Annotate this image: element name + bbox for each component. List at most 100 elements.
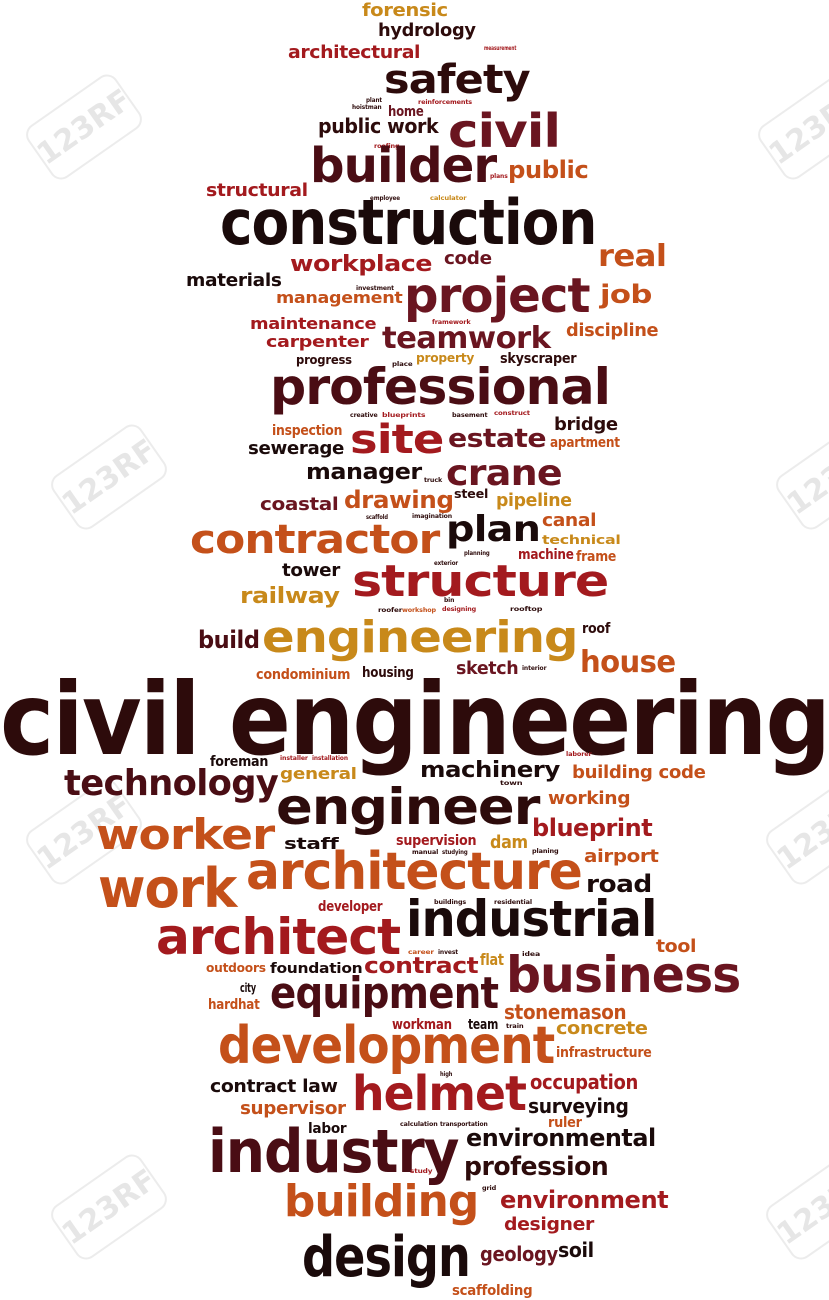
word-flat: flat <box>480 950 504 969</box>
word-scaffold: scaffold <box>366 514 388 521</box>
word-developer: developer <box>318 899 383 915</box>
word-installer: installer <box>280 755 308 762</box>
word-idea: idea <box>522 951 541 958</box>
word-workplace: workplace <box>290 252 433 277</box>
word-public-work: public work <box>318 114 439 138</box>
word-plant: plant <box>366 97 382 104</box>
word-housing: housing <box>362 665 414 681</box>
word-steel: steel <box>454 487 489 501</box>
word-dam: dam <box>490 832 528 853</box>
word-installation: installation <box>312 755 348 762</box>
word-general: general <box>280 764 357 783</box>
watermark-logo-2: 123RF <box>753 69 829 185</box>
watermark-logo-8: 123RF <box>761 1149 829 1265</box>
word-supervision: supervision <box>396 833 477 849</box>
word-employee: employee <box>370 195 400 202</box>
watermark-logo-4: 123RF <box>771 419 829 535</box>
watermark-logo-7: 123RF <box>46 1149 172 1265</box>
word-building: building <box>284 1176 479 1227</box>
word-designing: designing <box>442 606 477 613</box>
title-civil-engineering: civil engineering <box>0 661 829 778</box>
word-city: city <box>240 981 256 995</box>
word-railway: railway <box>240 584 340 609</box>
word-industrial: industrial <box>406 890 658 948</box>
word-real: real <box>598 239 667 274</box>
word-grid: grid <box>482 1185 497 1192</box>
word-helmet: helmet <box>352 1066 527 1122</box>
word-surveying: surveying <box>528 1094 629 1118</box>
word-home: home <box>388 104 424 120</box>
word-development: development <box>218 1016 555 1076</box>
word-scaffolding: scaffolding <box>452 1283 533 1299</box>
word-planing: planing <box>532 848 559 855</box>
word-team: team <box>468 1017 499 1033</box>
word-road: road <box>586 870 652 898</box>
word-environment: environment <box>500 1186 669 1214</box>
word-planning: planning <box>464 550 490 557</box>
word-transportation: transportation <box>440 1121 488 1128</box>
word-sewerage: sewerage <box>248 438 345 459</box>
word-infrastructure: infrastructure <box>556 1045 652 1061</box>
word-contractor: contractor <box>190 517 440 563</box>
word-designer: designer <box>504 1214 594 1235</box>
word-occupation: occupation <box>530 1070 638 1094</box>
word-materials: materials <box>186 270 282 291</box>
word-roofer: roofer <box>378 607 403 614</box>
word-architect: architect <box>156 908 401 966</box>
word-design: design <box>302 1225 471 1290</box>
word-skyscraper: skyscraper <box>500 351 577 367</box>
word-staff: staff <box>284 834 339 853</box>
word-property: property <box>416 351 475 365</box>
word-industry: industry <box>208 1117 459 1187</box>
word-apartment: apartment <box>550 435 620 451</box>
word-progress: progress <box>296 353 352 367</box>
watermark-logo-6: 123RF <box>761 774 829 890</box>
word-hydrology: hydrology <box>378 20 476 41</box>
word-workman: workman <box>392 1017 452 1033</box>
word-teamwork: teamwork <box>382 321 551 356</box>
word-maintenance: maintenance <box>250 314 377 333</box>
word-labor: labor <box>308 1121 347 1137</box>
word-civil: civil <box>448 104 561 158</box>
word-bin: bin <box>444 597 455 604</box>
word-engineering: engineering <box>262 612 578 663</box>
word-manual: manual <box>412 849 439 856</box>
word-career: career <box>408 949 434 956</box>
word-soil: soil <box>558 1238 594 1262</box>
word-ruler: ruler <box>548 1115 582 1131</box>
word-basement: basement <box>452 412 488 419</box>
word-reinforcements: reinforcements <box>418 99 473 106</box>
word-forensic: forensic <box>362 0 448 21</box>
word-management: management <box>276 288 403 307</box>
word-train: train <box>506 1023 524 1030</box>
word-equipment: equipment <box>270 968 499 1019</box>
word-foundation: foundation <box>270 961 363 977</box>
word-public: public <box>508 156 589 184</box>
word-discipline: discipline <box>566 320 659 341</box>
word-project: project <box>404 268 591 324</box>
word-supervisor: supervisor <box>240 1098 346 1119</box>
word-safety: safety <box>384 57 531 103</box>
word-workshop: workshop <box>402 607 436 614</box>
word-studying: studying <box>442 849 468 856</box>
word-creative: creative <box>350 412 378 419</box>
word-town: town <box>500 780 523 787</box>
word-construction: construction <box>220 186 597 259</box>
word-architecture: architecture <box>246 842 583 902</box>
word-condominium: condominium <box>256 667 351 683</box>
word-study: study <box>410 1168 433 1175</box>
word-site: site <box>350 417 444 463</box>
word-roofing: roofing <box>374 143 400 150</box>
word-sketch: sketch <box>456 658 519 679</box>
word-inspection: inspection <box>272 423 343 439</box>
word-structure: structure <box>352 556 609 607</box>
word-plans: plans <box>490 173 508 180</box>
word-invest: invest <box>438 949 459 956</box>
word-frame: frame <box>576 549 617 565</box>
word-blueprint: blueprint <box>532 814 653 842</box>
word-environmental: environmental <box>466 1124 656 1152</box>
word-plan: plan <box>446 509 541 550</box>
word-framework: framework <box>432 319 471 326</box>
word-manager: manager <box>306 460 422 485</box>
